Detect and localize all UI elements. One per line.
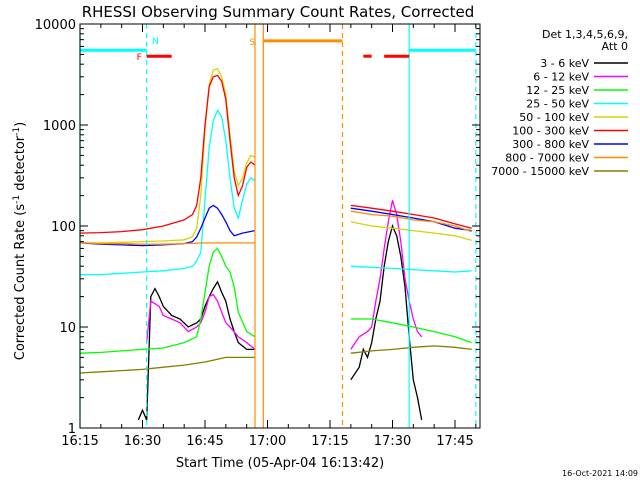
x-tick-label: 17:45	[436, 434, 473, 449]
legend-entry-label: 3 - 6 keV	[540, 57, 589, 70]
series-line-3-seg-2	[350, 318, 472, 344]
series-line-8-seg-1	[79, 242, 255, 245]
x-axis-label: Start Time (05-Apr-04 16:13:42)	[176, 456, 384, 471]
y-tick-label: 1	[68, 422, 76, 437]
x-tick-label: 16:30	[124, 434, 161, 449]
x-tick-label: 17:30	[374, 434, 411, 449]
y-axis-label-sup1: -1	[12, 195, 22, 204]
series-line-6-seg-1	[79, 74, 256, 234]
legend-header-line: Att 0	[602, 40, 628, 53]
y-tick-label: 1000	[43, 119, 76, 134]
legend-entry-label: 6 - 12 keV	[533, 71, 589, 84]
series-line-9-seg-1	[79, 356, 255, 374]
flag-S-label: S	[249, 38, 255, 48]
legend-entry-label: 100 - 300 keV	[512, 125, 589, 138]
y-axis-label-main: Corrected Count Rate (s	[13, 204, 28, 361]
plot-area: NF S	[79, 24, 477, 428]
y-axis-label: Corrected Count Rate (s-1 detector-1)	[12, 122, 28, 360]
x-tick-label: 16:45	[186, 434, 223, 449]
x-tick-label: 17:00	[249, 434, 286, 449]
series-line-1-seg-2	[350, 224, 423, 421]
y-tick-label: 10	[59, 321, 76, 336]
plot-frame	[79, 23, 481, 429]
series-line-2-seg-1	[146, 293, 256, 350]
y-axis-label-end: )	[13, 122, 28, 127]
series-line-8-seg-2	[350, 210, 472, 233]
series-line-3-seg-1	[79, 247, 256, 354]
x-tick-label: 17:15	[311, 434, 348, 449]
flag-F-label: F	[137, 53, 142, 63]
series-line-6-seg-2	[350, 204, 472, 229]
y-tick-label: 100	[51, 220, 76, 235]
series-line-7-seg-1	[79, 204, 256, 247]
legend-header-line: Det 1,3,4,5,6,9,	[542, 28, 628, 41]
chart-title: RHESSI Observing Summary Count Rates, Co…	[82, 3, 475, 21]
series-line-7-seg-2	[350, 207, 472, 232]
y-axis-label-sup2: -1	[12, 127, 22, 136]
legend-entry-label: 50 - 100 keV	[519, 111, 589, 124]
x-tick-label: 16:15	[61, 434, 98, 449]
legend-entry-label: 300 - 800 keV	[512, 138, 589, 151]
legend-entry-label: 25 - 50 keV	[526, 98, 589, 111]
axes: 16:15 16:30 16:45 17:00 17:15 17:30 17:45 1 10 10…	[35, 18, 481, 449]
series-line-9-seg-2	[350, 345, 472, 354]
legend-entry-label: 800 - 7000 keV	[505, 152, 589, 165]
y-tick-label: 10000	[35, 18, 76, 33]
y-axis-label-mid: detector	[13, 135, 28, 195]
series-line-5-seg-2	[350, 221, 472, 242]
series-line-5-seg-1	[80, 68, 256, 244]
series-line-4-seg-2	[350, 265, 472, 273]
series-line-1-seg-1	[137, 280, 255, 421]
series-line-4-seg-1	[80, 108, 256, 276]
legend-entry-label: 12 - 25 keV	[526, 84, 589, 97]
flag-N-label: N	[152, 37, 159, 47]
legend-entry-label: 7000 - 15000 keV	[491, 165, 589, 178]
x-axis-label-text: Start Time (05-Apr-04 16:13:42)	[176, 456, 384, 471]
footer-timestamp: 16-Oct-2021 14:09	[562, 469, 638, 478]
